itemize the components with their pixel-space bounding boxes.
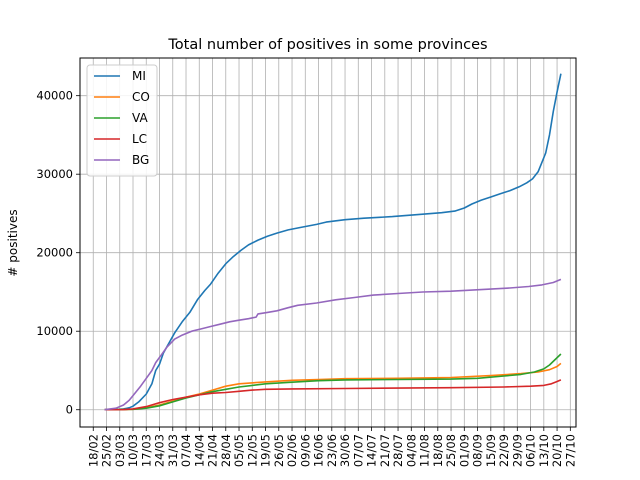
series-lines xyxy=(104,73,562,411)
legend-label-bg: BG xyxy=(132,153,149,167)
x-tick-label: 14/04 xyxy=(192,434,206,467)
legend-label-va: VA xyxy=(132,111,148,125)
legend: MI CO VA LC BG xyxy=(86,64,158,177)
series-line-mi xyxy=(104,73,562,411)
x-tick-label: 28/04 xyxy=(219,434,233,467)
chart-title: Total number of positives in some provin… xyxy=(167,37,487,53)
x-tick-label: 16/06 xyxy=(312,434,326,467)
x-tick-label: 02/06 xyxy=(285,434,299,467)
x-tick-label: 05/05 xyxy=(232,434,246,467)
x-tick-label: 21/04 xyxy=(206,434,220,467)
legend-box xyxy=(86,64,158,177)
x-tick-label: 22/09 xyxy=(497,434,511,467)
plot-frame xyxy=(79,57,577,428)
y-tick-label: 10000 xyxy=(36,324,73,338)
x-tick-label: 23/06 xyxy=(325,434,339,467)
x-tick-label: 26/05 xyxy=(272,434,286,467)
x-tick-label: 27/10 xyxy=(563,434,577,467)
x-tick-label: 18/02 xyxy=(86,434,100,467)
x-tick-label: 17/03 xyxy=(139,434,153,467)
x-tick-label: 01/09 xyxy=(457,434,471,467)
x-tick-label: 08/09 xyxy=(471,434,485,467)
x-tick-label: 25/02 xyxy=(100,434,114,467)
x-tick-label: 07/04 xyxy=(179,434,193,467)
y-axis-label: # positives xyxy=(6,209,20,276)
x-tick-label: 10/03 xyxy=(126,434,140,467)
series-line-va xyxy=(104,353,562,411)
x-tick-label: 13/10 xyxy=(537,434,551,467)
x-tick-label: 11/08 xyxy=(418,434,432,467)
x-tick-label: 14/07 xyxy=(365,434,379,467)
x-tick-label: 04/08 xyxy=(404,434,418,467)
x-tick-label: 19/05 xyxy=(259,434,273,467)
x-tick-label: 24/03 xyxy=(153,434,167,467)
x-tick-label: 06/10 xyxy=(524,434,538,467)
x-tick-label: 30/06 xyxy=(338,434,352,467)
x-tick-label: 31/03 xyxy=(166,434,180,467)
x-tick-label: 20/10 xyxy=(550,434,564,467)
legend-label-co: CO xyxy=(132,90,150,104)
y-tick-label: 0 xyxy=(66,403,73,417)
x-tick-label: 12/05 xyxy=(245,434,259,467)
legend-label-mi: MI xyxy=(132,69,146,83)
x-tick-label: 03/03 xyxy=(113,434,127,467)
axes: 18/02 25/02 03/03 10/03 17/03 24/03 31/03 07/04… xyxy=(36,89,577,467)
x-tick-label: 28/07 xyxy=(391,434,405,467)
series-line-bg xyxy=(104,278,562,411)
series-line-lc xyxy=(104,379,562,411)
legend-label-lc: LC xyxy=(132,132,147,146)
x-tick-label: 07/07 xyxy=(351,434,365,467)
x-tick-label: 18/08 xyxy=(431,434,445,467)
x-tick-label: 15/09 xyxy=(484,434,498,467)
y-tick-label: 20000 xyxy=(36,246,73,260)
y-tick-label: 40000 xyxy=(36,89,73,103)
x-tick-label: 21/07 xyxy=(378,434,392,467)
x-tick-label: 29/09 xyxy=(510,434,524,467)
x-tick-label: 25/08 xyxy=(444,434,458,467)
y-tick-label: 30000 xyxy=(36,167,73,181)
x-tick-label: 09/06 xyxy=(298,434,312,467)
